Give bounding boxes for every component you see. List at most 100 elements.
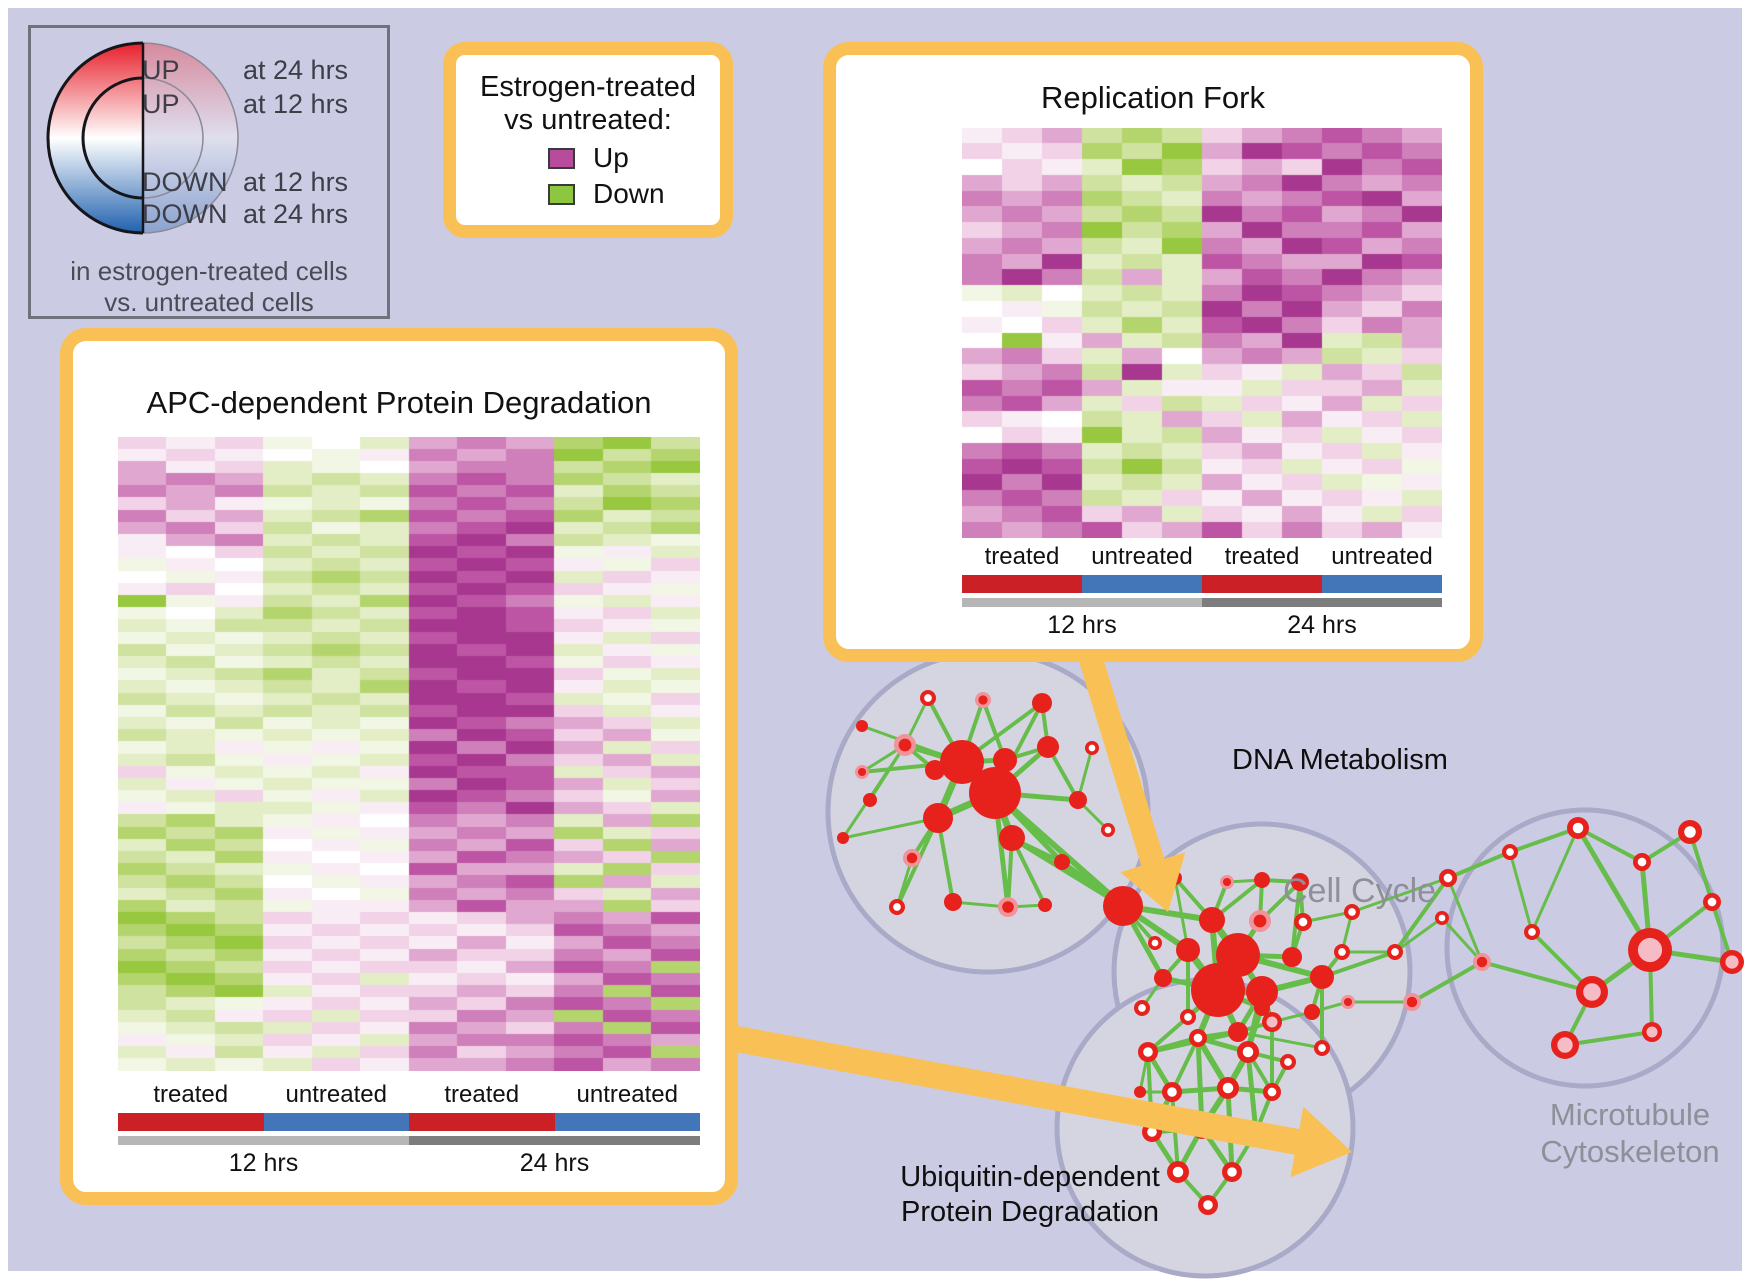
12hrs-bar bbox=[118, 1136, 409, 1145]
rf-time-labels: 12 hrs 24 hrs bbox=[962, 611, 1442, 640]
apc-treatment-bars bbox=[118, 1113, 700, 1131]
down-label: Down bbox=[593, 178, 665, 209]
network-node-r bbox=[1217, 1077, 1239, 1099]
network-node-s bbox=[1282, 947, 1302, 967]
network-edge bbox=[1481, 960, 1593, 994]
network-node-r bbox=[1148, 936, 1162, 950]
apc-panel-title: APC-dependent Protein Degradation bbox=[146, 385, 652, 420]
24hrs-label: 24 hrs bbox=[519, 1149, 590, 1177]
untreated-bar bbox=[263, 1113, 409, 1131]
network-node-s bbox=[1032, 693, 1052, 713]
network-edge bbox=[993, 790, 1125, 909]
treated-bar bbox=[1202, 575, 1322, 593]
network-edge bbox=[1564, 1030, 1653, 1047]
network-edge bbox=[1446, 877, 1484, 963]
apc-panel: APC-dependent Protein Degradation treate… bbox=[60, 328, 738, 1205]
network-node-r bbox=[920, 690, 936, 706]
network-node-s bbox=[1199, 907, 1225, 933]
network-node-s bbox=[837, 832, 849, 844]
network-edge bbox=[1351, 876, 1449, 914]
network-edge bbox=[1508, 851, 1534, 933]
network-node-s bbox=[923, 803, 953, 833]
down-color-swatch bbox=[548, 183, 575, 205]
network-edge bbox=[1321, 950, 1396, 979]
network-node-s bbox=[1154, 969, 1172, 987]
updown-footnote-line2: vs. untreated cells bbox=[104, 287, 314, 317]
updown-legend-box: UP at 24 hrs UP at 12 hrs DOWN at 12 hrs… bbox=[28, 25, 390, 319]
network-node-s bbox=[1246, 976, 1278, 1008]
network-node-r bbox=[1633, 853, 1651, 871]
updown-footnote-line1: in estrogen-treated cells bbox=[70, 256, 348, 286]
updown-direction-label: UP bbox=[142, 89, 180, 119]
network-node-r bbox=[1334, 944, 1350, 960]
treated-bar bbox=[118, 1113, 264, 1131]
network-node-r bbox=[1344, 904, 1360, 920]
network-node-s bbox=[1103, 886, 1143, 926]
up-color-swatch bbox=[548, 147, 575, 169]
network-node-r bbox=[1085, 741, 1099, 755]
network-edge bbox=[1245, 1051, 1259, 1133]
rf-time-bars bbox=[962, 598, 1442, 607]
network-node-s bbox=[1038, 898, 1052, 912]
dna-metabolism-label: DNA Metabolism bbox=[1232, 744, 1448, 776]
12hrs-bar bbox=[962, 598, 1202, 607]
network-node-r bbox=[1237, 1041, 1259, 1063]
24hrs-bar bbox=[409, 1136, 700, 1145]
network-node-h bbox=[903, 849, 921, 867]
treated-label: treated bbox=[984, 543, 1060, 570]
network-node-h bbox=[975, 692, 991, 708]
updown-time-label: at 24 hrs bbox=[243, 55, 349, 85]
network-node-s bbox=[969, 767, 1021, 819]
network-node-r bbox=[1439, 869, 1457, 887]
network-node-r bbox=[1162, 1082, 1182, 1102]
network-edge bbox=[1577, 826, 1643, 864]
network-node-r bbox=[1567, 817, 1589, 839]
network-node-r bbox=[1180, 1009, 1196, 1025]
treated-label: treated bbox=[444, 1081, 520, 1108]
updown-time-label: at 12 hrs bbox=[243, 167, 349, 197]
microtubule-label-line2: Cytoskeleton bbox=[1540, 1134, 1720, 1169]
network-node-r bbox=[1263, 1083, 1281, 1101]
24hrs-bar bbox=[1202, 598, 1442, 607]
network-node-s bbox=[925, 760, 945, 780]
network-node-s bbox=[1304, 1004, 1320, 1020]
untreated-label: untreated bbox=[576, 1081, 678, 1108]
network-node-r bbox=[1502, 844, 1518, 860]
network-node-s bbox=[940, 740, 984, 784]
network-edge bbox=[1411, 960, 1483, 1004]
updown-direction-label: DOWN bbox=[142, 167, 228, 197]
network-node-h bbox=[1403, 993, 1421, 1011]
network-node-s bbox=[1069, 791, 1087, 809]
network-node-r bbox=[1189, 1029, 1207, 1047]
network-node-p bbox=[1642, 1022, 1662, 1042]
network-node-r bbox=[1134, 1000, 1150, 1016]
12hrs-label: 12 hrs bbox=[228, 1149, 299, 1177]
rf-group-labels: treated untreated treated untreated bbox=[962, 543, 1442, 571]
apc-group-labels: treated untreated treated untreated bbox=[118, 1081, 700, 1109]
network-node-s bbox=[993, 748, 1017, 772]
network-node-p bbox=[1551, 1031, 1579, 1059]
network-edge bbox=[1447, 850, 1511, 880]
ubiquitin-label-line1: Ubiquitin-dependent bbox=[900, 1161, 1160, 1193]
network-node-h bbox=[1249, 910, 1271, 932]
network-node-s bbox=[1310, 965, 1334, 989]
updown-time-label: at 12 hrs bbox=[243, 89, 349, 119]
network-node-h bbox=[855, 765, 869, 779]
network-node-r bbox=[1678, 820, 1702, 844]
network-node-s bbox=[1037, 736, 1059, 758]
microtubule-cytoskeleton-label: Microtubule Cytoskeleton bbox=[1490, 1096, 1750, 1170]
network-node-p bbox=[1262, 1012, 1282, 1032]
network-node-r bbox=[1138, 1042, 1158, 1062]
updown-direction-label: UP bbox=[142, 55, 180, 85]
network-edge bbox=[1394, 916, 1443, 954]
network-node-p bbox=[1720, 950, 1744, 974]
network-node-s bbox=[1191, 963, 1245, 1017]
network-edge bbox=[1509, 826, 1579, 854]
cluster-circle-microtubule-cytoskeleton bbox=[1444, 807, 1726, 1089]
network-node-s bbox=[1228, 1022, 1248, 1042]
network-node-r bbox=[1435, 911, 1449, 925]
microtubule-label-line1: Microtubule bbox=[1549, 1097, 1711, 1132]
network-node-h bbox=[998, 897, 1018, 917]
replication-fork-heatmap bbox=[962, 128, 1442, 538]
network-node-r bbox=[1314, 1040, 1330, 1056]
